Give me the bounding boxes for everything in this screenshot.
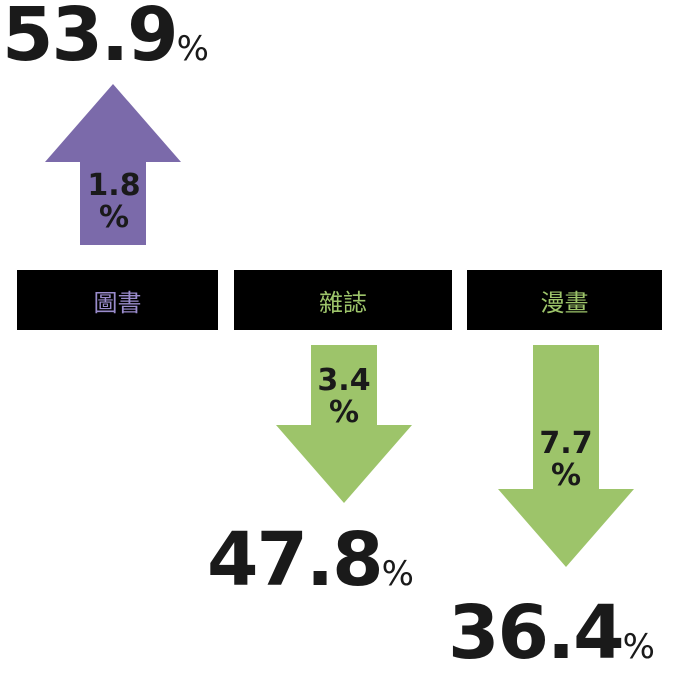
change-comics: 7.7 % xyxy=(539,426,593,493)
category-label-books: 圖書 xyxy=(17,270,218,330)
arrow-down-magazines xyxy=(276,345,412,503)
value-books: 53.9% xyxy=(2,0,209,78)
category-label-comics: 漫畫 xyxy=(467,270,662,330)
value-comics: 36.4% xyxy=(448,590,655,676)
change-books: 1.8 % xyxy=(87,168,141,235)
arrow-down-comics xyxy=(498,345,634,567)
change-magazines: 3.4 % xyxy=(317,363,371,430)
arrow-up-books xyxy=(45,84,181,245)
value-magazines: 47.8% xyxy=(207,517,414,603)
category-label-magazines: 雜誌 xyxy=(234,270,452,330)
